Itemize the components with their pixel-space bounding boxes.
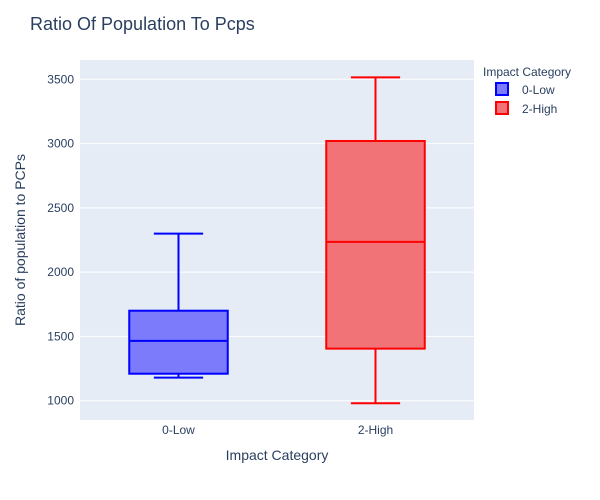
chart-title: Ratio Of Population To Pcps	[30, 14, 255, 34]
legend-item-2-high[interactable]: 2-High	[495, 101, 557, 116]
y-tick-3500: 3500	[47, 72, 74, 86]
legend-swatch-0-low	[495, 82, 509, 96]
legend-label-2-high: 2-High	[522, 102, 557, 116]
legend-swatch-2-high	[495, 101, 509, 115]
y-axis-title: Ratio of population to PCPs	[12, 154, 28, 326]
y-tick-1000: 1000	[47, 394, 74, 408]
x-tick-labels: 0-Low 2-High	[162, 423, 393, 437]
y-tick-2500: 2500	[47, 201, 74, 215]
box-0-Low[interactable]	[128, 232, 229, 379]
y-tick-1500: 1500	[47, 329, 74, 343]
legend-label-0-low: 0-Low	[522, 83, 555, 97]
iqr-box	[325, 140, 426, 350]
box-2-High[interactable]	[325, 76, 426, 405]
y-tick-3000: 3000	[47, 137, 74, 151]
iqr-box	[128, 309, 229, 375]
boxes	[128, 76, 426, 405]
y-tick-2000: 2000	[47, 265, 74, 279]
y-tick-labels: 1000 1500 2000 2500 3000 3500	[47, 72, 74, 407]
x-axis-title: Impact Category	[226, 447, 329, 463]
legend-title: Impact Category	[483, 65, 571, 79]
x-tick-0-Low: 0-Low	[162, 423, 195, 437]
legend: Impact Category 0-Low 2-High	[483, 65, 571, 116]
x-tick-2-High: 2-High	[358, 423, 393, 437]
legend-item-0-low[interactable]: 0-Low	[495, 82, 555, 97]
